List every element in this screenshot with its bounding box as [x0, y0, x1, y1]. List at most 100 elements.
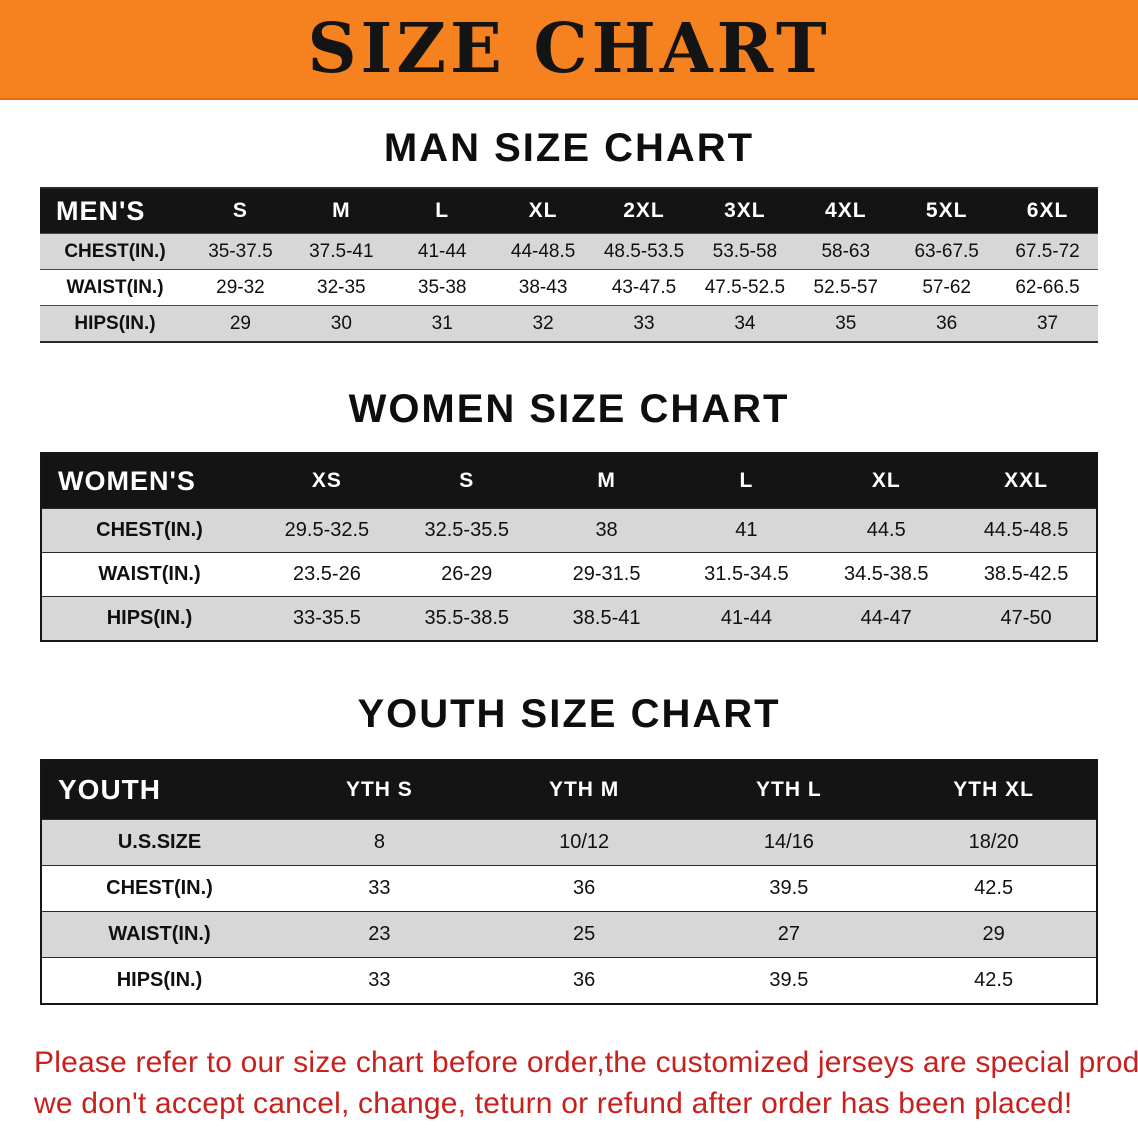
table-header-row: YOUTH YTH S YTH M YTH L YTH XL	[42, 761, 1096, 819]
size-column-header: L	[435, 199, 450, 222]
size-cell: 33	[368, 969, 391, 991]
size-cell: 26-29	[441, 563, 493, 585]
size-cell: 36	[936, 312, 958, 334]
size-cell: 67.5-72	[1015, 240, 1080, 262]
table-category-label: YOUTH	[58, 774, 161, 805]
size-column-header: XS	[311, 469, 342, 492]
table-row: WAIST(IN.) 23 25 27 29	[42, 911, 1096, 957]
table-header-row: WOMEN'S XS S M L XL XXL	[42, 454, 1096, 508]
table-row: U.S.SIZE 8 10/12 14/16 18/20	[42, 819, 1096, 865]
footer-line-1: Please refer to our size chart before or…	[34, 1046, 1138, 1079]
size-cell: 29	[982, 923, 1005, 945]
size-cell: 36	[573, 969, 596, 991]
size-cell: 32.5-35.5	[424, 519, 509, 541]
size-cell: 35-38	[417, 276, 467, 298]
size-cell: 41-44	[417, 240, 467, 262]
size-cell: 23	[368, 923, 391, 945]
row-label: WAIST(IN.)	[66, 276, 164, 298]
row-label: WAIST(IN.)	[98, 563, 201, 585]
women-section-heading: WOMEN SIZE CHART	[348, 387, 790, 431]
size-cell: 14/16	[763, 831, 814, 853]
size-column-header: L	[739, 469, 754, 492]
size-column-header: XL	[528, 199, 558, 222]
page-title: SIZE CHART	[307, 9, 831, 89]
size-cell: 29-31.5	[572, 563, 641, 585]
size-cell: 39.5	[769, 969, 809, 991]
size-cell: 43-47.5	[611, 276, 677, 298]
youth-section-heading: YOUTH SIZE CHART	[357, 692, 781, 736]
size-cell: 62-66.5	[1015, 276, 1080, 298]
size-cell: 53.5-58	[712, 240, 778, 262]
size-cell: 32-35	[317, 276, 366, 298]
table-row: HIPS(IN.) 33-35.5 35.5-38.5 38.5-41 41-44 44-…	[42, 596, 1096, 640]
youth-size-table: YOUTH YTH S YTH M YTH L YTH XL U.S.SIZE 8 10/12…	[40, 759, 1098, 1005]
size-cell: 44-47	[860, 607, 912, 629]
size-cell: 33	[633, 312, 655, 334]
banner: SIZE CHART	[0, 0, 1138, 100]
size-cell: 57-62	[922, 276, 971, 298]
table-row: HIPS(IN.) 33 36 39.5 42.5	[42, 957, 1096, 1003]
size-cell: 31.5-34.5	[704, 563, 789, 585]
size-column-header: YTH S	[345, 778, 413, 801]
size-column-header: XXL	[1004, 469, 1048, 492]
table-category-label: MEN'S	[56, 195, 146, 226]
size-column-header: S	[459, 469, 475, 492]
size-cell: 35-37.5	[208, 240, 273, 262]
size-cell: 35	[835, 312, 857, 334]
size-cell: 8	[373, 831, 385, 853]
size-cell: 23.5-26	[292, 563, 361, 585]
size-cell: 37	[1036, 312, 1059, 334]
size-cell: 27	[777, 923, 800, 945]
size-cell: 41-44	[720, 607, 772, 629]
row-label: CHEST(IN.)	[96, 519, 203, 541]
size-cell: 29	[229, 312, 251, 334]
table-header-row: MEN'S S M L XL 2XL 3XL 4XL 5XL 6XL	[40, 189, 1098, 233]
size-cell: 32	[532, 312, 554, 334]
size-column-header: M	[597, 469, 616, 492]
size-column-header: S	[232, 199, 248, 222]
size-cell: 63-67.5	[914, 240, 979, 262]
size-cell: 29-32	[216, 276, 265, 298]
size-cell: 44.5-48.5	[983, 519, 1069, 541]
size-cell: 33-35.5	[292, 607, 361, 629]
size-cell: 42.5	[974, 969, 1014, 991]
table-row: WAIST(IN.) 23.5-26 26-29 29-31.5 31.5-34.5 34…	[42, 552, 1096, 596]
size-column-header: 6XL	[1026, 199, 1069, 222]
man-section-heading: MAN SIZE CHART	[383, 126, 755, 170]
size-cell: 38-43	[518, 276, 568, 298]
women-size-table: WOMEN'S XS S M L XL XXL CHEST(IN.) 29.5-32.5 32.5…	[40, 452, 1098, 642]
size-column-header: YTH M	[548, 778, 620, 801]
size-column-header: 5XL	[925, 199, 968, 222]
size-cell: 41	[735, 519, 758, 541]
size-cell: 47-50	[1000, 607, 1052, 629]
row-label: HIPS(IN.)	[106, 607, 193, 629]
table-row: CHEST(IN.) 35-37.5 37.5-41 41-44 44-48.5 48.5…	[40, 233, 1098, 269]
size-cell: 33	[368, 877, 391, 899]
size-cell: 44.5	[866, 519, 906, 541]
size-cell: 35.5-38.5	[424, 607, 509, 629]
row-label: WAIST(IN.)	[108, 923, 211, 945]
table-row: WAIST(IN.) 29-32 32-35 35-38 38-43 43-47.5 47.…	[40, 269, 1098, 305]
table-row: HIPS(IN.) 29 30 31 32 33 34 35 36 37	[40, 305, 1098, 341]
row-label: HIPS(IN.)	[116, 969, 203, 991]
size-cell: 10/12	[559, 831, 610, 853]
table-row: CHEST(IN.) 33 36 39.5 42.5	[42, 865, 1096, 911]
footer-line-2: we don't accept cancel, change, teturn o…	[34, 1086, 1073, 1120]
size-cell: 36	[573, 877, 596, 899]
size-cell: 39.5	[769, 877, 809, 899]
table-row: CHEST(IN.) 29.5-32.5 32.5-35.5 38 41 44.5 44.5…	[42, 508, 1096, 552]
size-cell: 29.5-32.5	[284, 519, 370, 541]
size-cell: 30	[330, 312, 352, 334]
row-label: CHEST(IN.)	[106, 877, 213, 899]
size-cell: 31	[431, 312, 453, 334]
size-column-header: 4XL	[825, 199, 867, 222]
size-column-header: YTH L	[756, 778, 822, 801]
size-cell: 44-48.5	[510, 240, 576, 262]
size-column-header: 2XL	[623, 199, 665, 222]
size-cell: 52.5-57	[813, 276, 878, 298]
row-label: HIPS(IN.)	[74, 312, 156, 334]
size-column-header: XL	[871, 469, 901, 492]
size-cell: 38.5-42.5	[983, 563, 1069, 585]
footer-note: Please refer to our size chart before or…	[34, 1043, 1138, 1124]
